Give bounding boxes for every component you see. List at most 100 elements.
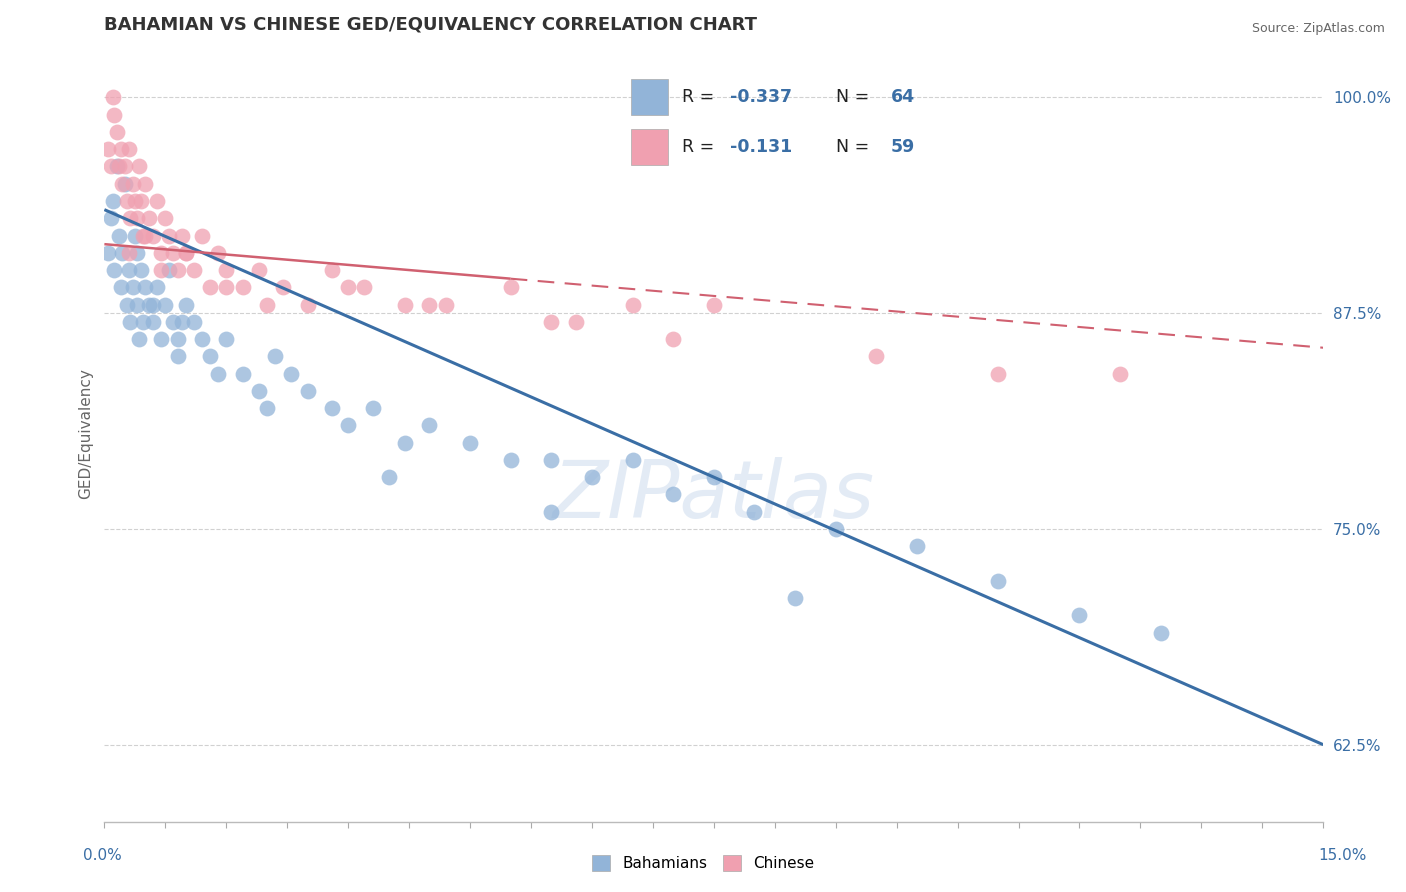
Point (1150, 625, 1173, 640)
Point (101, 90, 124, 104)
Point (138, 211, 160, 226)
Point (118, 245, 141, 260)
Point (157, 263, 180, 277)
Point (114, 160, 136, 174)
Point (174, 297, 197, 311)
Point (987, 367, 1010, 381)
Point (264, 349, 287, 363)
Point (703, 470, 725, 484)
Point (128, 332, 150, 346)
Point (198, 349, 221, 363)
Point (297, 297, 319, 311)
Point (247, 384, 270, 398)
Point (134, 280, 156, 294)
Point (174, 245, 197, 260)
Point (662, 487, 685, 501)
Point (100, 160, 122, 174)
Point (128, 160, 150, 174)
Point (499, 280, 522, 294)
Point (121, 280, 143, 294)
Point (865, 349, 887, 363)
Point (110, 142, 132, 156)
Point (150, 245, 173, 260)
Point (125, 297, 148, 311)
Point (207, 245, 229, 260)
Point (540, 453, 562, 467)
Point (1109, 367, 1132, 381)
Text: ZIPatlas: ZIPatlas (553, 458, 875, 535)
Point (118, 142, 141, 156)
Point (434, 297, 457, 311)
Point (353, 280, 375, 294)
Point (150, 263, 173, 277)
Point (134, 177, 156, 191)
Point (142, 297, 165, 311)
Text: 0.0%: 0.0% (83, 848, 122, 863)
Text: BAHAMIAN VS CHINESE GED/EQUIVALENCY CORRELATION CHART: BAHAMIAN VS CHINESE GED/EQUIVALENCY CORR… (104, 15, 758, 33)
Point (256, 401, 278, 416)
Point (280, 367, 302, 381)
Legend: Bahamians, Chinese: Bahamians, Chinese (586, 849, 820, 877)
Point (138, 297, 160, 311)
Point (134, 228, 156, 243)
Point (1069, 608, 1091, 623)
Point (621, 453, 644, 467)
Point (662, 332, 685, 346)
Point (418, 418, 440, 433)
Point (150, 332, 173, 346)
Point (105, 125, 128, 139)
Point (132, 228, 155, 243)
Point (703, 297, 725, 311)
Point (378, 470, 401, 484)
Point (162, 315, 184, 329)
Point (166, 349, 188, 363)
Point (824, 522, 846, 536)
Point (540, 505, 562, 519)
Point (103, 263, 125, 277)
Text: 15.0%: 15.0% (1319, 848, 1367, 863)
Point (247, 263, 270, 277)
Point (987, 574, 1010, 588)
Point (97, 245, 120, 260)
Point (337, 418, 360, 433)
Point (124, 228, 146, 243)
Point (146, 280, 169, 294)
Point (905, 539, 928, 553)
Point (783, 591, 806, 605)
Point (111, 177, 134, 191)
Point (540, 315, 562, 329)
Point (321, 263, 343, 277)
Text: Source: ZipAtlas.com: Source: ZipAtlas.com (1251, 22, 1385, 36)
Point (394, 297, 416, 311)
Point (183, 315, 205, 329)
Point (621, 297, 644, 311)
Point (120, 315, 142, 329)
Point (132, 315, 155, 329)
Point (321, 401, 343, 416)
Point (146, 194, 169, 208)
Point (271, 280, 294, 294)
Point (155, 297, 177, 311)
Point (103, 108, 125, 122)
Point (215, 263, 238, 277)
Point (108, 160, 131, 174)
Point (166, 263, 188, 277)
Point (215, 280, 238, 294)
Point (100, 211, 122, 226)
Point (744, 505, 766, 519)
Point (125, 211, 148, 226)
Point (170, 228, 193, 243)
Point (162, 245, 184, 260)
Point (121, 177, 143, 191)
Point (101, 194, 124, 208)
Point (191, 228, 214, 243)
Point (125, 245, 148, 260)
Point (256, 297, 278, 311)
Point (157, 228, 180, 243)
Point (129, 263, 152, 277)
Point (115, 297, 138, 311)
Point (198, 280, 221, 294)
Point (337, 280, 360, 294)
Point (231, 280, 253, 294)
Point (105, 160, 128, 174)
